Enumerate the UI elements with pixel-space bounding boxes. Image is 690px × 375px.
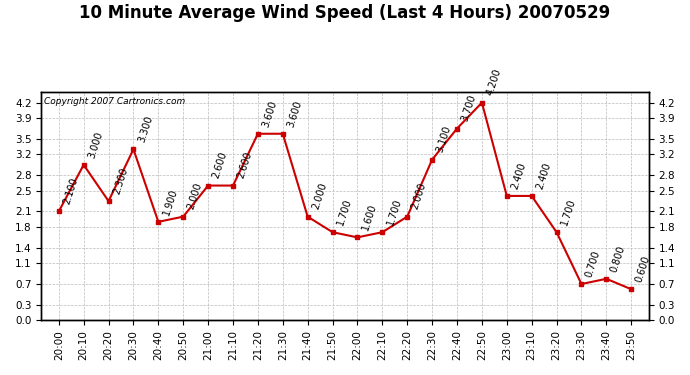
- Text: 2.400: 2.400: [535, 161, 553, 190]
- Text: 3.000: 3.000: [86, 130, 104, 159]
- Text: 3.600: 3.600: [286, 99, 304, 128]
- Text: 2.000: 2.000: [310, 182, 328, 211]
- Text: 1.700: 1.700: [385, 197, 403, 226]
- Text: Copyright 2007 Cartronics.com: Copyright 2007 Cartronics.com: [44, 97, 186, 106]
- Text: 1.700: 1.700: [335, 197, 353, 226]
- Text: 2.300: 2.300: [111, 166, 129, 195]
- Text: 1.600: 1.600: [360, 202, 378, 232]
- Text: 2.600: 2.600: [211, 151, 229, 180]
- Text: 3.100: 3.100: [435, 125, 453, 154]
- Text: 0.800: 0.800: [609, 244, 627, 273]
- Text: 0.600: 0.600: [634, 254, 652, 284]
- Text: 3.700: 3.700: [460, 94, 478, 123]
- Text: 3.600: 3.600: [261, 99, 279, 128]
- Text: 2.000: 2.000: [410, 182, 428, 211]
- Text: 1.700: 1.700: [560, 197, 578, 226]
- Text: 4.200: 4.200: [484, 68, 503, 97]
- Text: 2.100: 2.100: [61, 177, 79, 206]
- Text: 1.900: 1.900: [161, 187, 179, 216]
- Text: 0.700: 0.700: [584, 249, 602, 279]
- Text: 2.400: 2.400: [509, 161, 528, 190]
- Text: 10 Minute Average Wind Speed (Last 4 Hours) 20070529: 10 Minute Average Wind Speed (Last 4 Hou…: [79, 4, 611, 22]
- Text: 2.000: 2.000: [186, 182, 204, 211]
- Text: 2.600: 2.600: [236, 151, 254, 180]
- Text: 3.300: 3.300: [136, 114, 155, 144]
